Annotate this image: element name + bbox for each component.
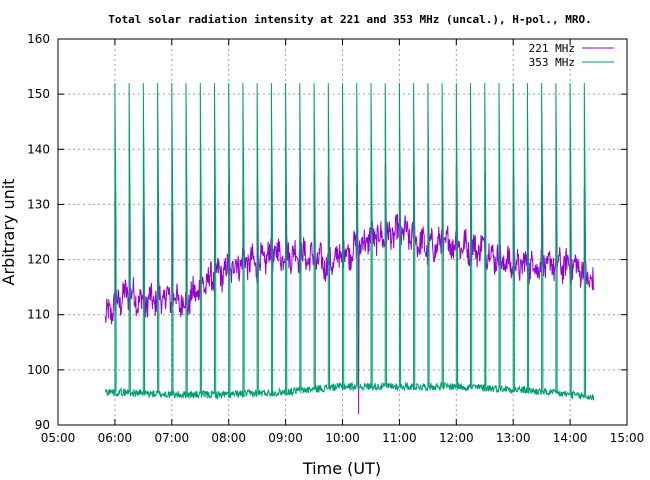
x-axis-label: Time (UT) bbox=[302, 459, 381, 478]
y-tick-label: 120 bbox=[27, 253, 50, 267]
x-tick-label: 06:00 bbox=[98, 431, 133, 445]
y-tick-label: 90 bbox=[35, 418, 50, 432]
x-tick-label: 13:00 bbox=[496, 431, 531, 445]
legend-label: 221 MHz bbox=[529, 42, 575, 55]
series-group bbox=[104, 83, 595, 415]
y-tick-label: 160 bbox=[27, 32, 50, 46]
y-axis-label: Arbitrary unit bbox=[0, 179, 18, 286]
plot-frame bbox=[57, 38, 628, 426]
x-tick-label: 10:00 bbox=[325, 431, 360, 445]
x-tick-label: 07:00 bbox=[155, 431, 190, 445]
series-221-mhz-line bbox=[104, 160, 595, 415]
y-axis-ticks: 90 100 110 120 130 140 150 160 bbox=[27, 32, 627, 432]
x-tick-label: 12:00 bbox=[439, 431, 474, 445]
y-tick-label: 110 bbox=[27, 308, 50, 322]
x-tick-label: 15:00 bbox=[610, 431, 645, 445]
y-tick-label: 150 bbox=[27, 87, 50, 101]
y-tick-label: 130 bbox=[27, 197, 50, 211]
legend-label: 353 MHz bbox=[529, 56, 575, 69]
chart-title: Total solar radiation intensity at 221 a… bbox=[108, 13, 591, 26]
x-tick-label: 05:00 bbox=[41, 431, 76, 445]
series-353-mhz-line bbox=[104, 83, 595, 401]
x-tick-label: 09:00 bbox=[268, 431, 303, 445]
x-tick-label: 11:00 bbox=[382, 431, 417, 445]
y-tick-label: 140 bbox=[27, 142, 50, 156]
y-tick-label: 100 bbox=[27, 363, 50, 377]
x-axis-ticks: 05:00 06:00 07:00 08:00 09:00 10:00 11:00 12:00… bbox=[41, 39, 645, 445]
x-tick-label: 08:00 bbox=[211, 431, 246, 445]
x-tick-label: 14:00 bbox=[553, 431, 588, 445]
